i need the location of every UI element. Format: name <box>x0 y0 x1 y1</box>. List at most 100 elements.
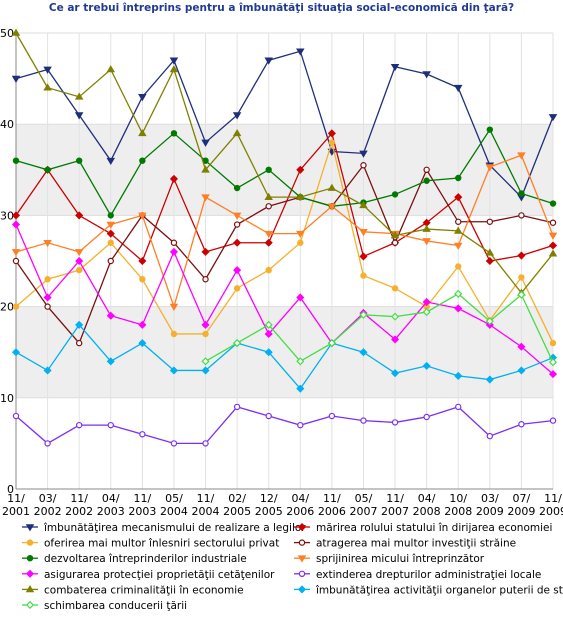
data-point <box>106 221 116 229</box>
data-point <box>25 585 35 593</box>
data-point <box>264 238 273 247</box>
data-point <box>201 247 210 256</box>
data-point <box>25 524 35 532</box>
data-point <box>26 539 34 546</box>
data-point <box>327 203 337 211</box>
data-point <box>106 311 115 320</box>
data-point <box>327 129 336 138</box>
data-point <box>233 285 241 292</box>
data-point <box>485 164 495 172</box>
data-point <box>549 219 557 226</box>
data-point <box>12 157 20 164</box>
data-point <box>359 200 368 209</box>
data-point <box>26 555 34 562</box>
series-line <box>15 50 554 199</box>
data-point <box>170 330 178 338</box>
y-tick-label: 20 <box>0 301 14 314</box>
data-point <box>485 256 494 266</box>
data-point <box>232 212 242 220</box>
data-point <box>391 335 400 344</box>
y-tick-label: 30 <box>0 209 14 222</box>
data-point <box>169 247 178 256</box>
data-point <box>360 417 367 424</box>
data-point <box>44 166 51 173</box>
data-point <box>422 71 431 79</box>
data-point <box>201 165 210 173</box>
data-point <box>138 94 147 102</box>
y-tick-label: 40 <box>0 118 14 131</box>
series-line <box>15 154 554 309</box>
data-point <box>170 130 178 137</box>
y-tick-label: 50 <box>0 27 14 40</box>
legend-label: combaterea criminalităţii în economie <box>44 584 244 596</box>
data-point <box>233 266 242 275</box>
data-point <box>264 57 273 65</box>
data-point <box>12 303 20 310</box>
data-point <box>486 126 494 133</box>
data-point <box>138 320 147 329</box>
data-point <box>391 312 400 321</box>
data-point <box>517 152 526 160</box>
legend-label: atragerea mai multor investiţii străine <box>316 538 516 550</box>
data-point <box>25 600 35 610</box>
data-point <box>423 177 430 184</box>
data-point <box>264 320 273 329</box>
data-point <box>170 239 178 246</box>
data-point <box>75 266 83 274</box>
data-point <box>454 193 463 202</box>
data-point <box>12 257 20 265</box>
data-point <box>201 320 210 329</box>
data-point <box>485 248 495 256</box>
data-point <box>202 330 209 338</box>
data-point <box>548 241 558 250</box>
chart-title: Ce ar trebui întreprins pentru a îmbunăt… <box>48 2 515 14</box>
data-point <box>297 555 307 563</box>
data-point <box>201 194 210 202</box>
data-point <box>485 317 494 326</box>
data-point <box>453 226 463 234</box>
data-point <box>74 249 84 257</box>
x-tick-label: 05/2007 <box>349 492 377 518</box>
data-point <box>518 274 525 281</box>
x-tick-label: 04/2003 <box>97 492 125 518</box>
data-point <box>265 166 272 173</box>
x-tick-label: 11/2001 <box>2 492 30 518</box>
series-line <box>15 406 554 445</box>
data-point <box>139 157 146 164</box>
data-point <box>391 285 399 292</box>
data-point <box>202 440 209 447</box>
data-point <box>454 289 463 298</box>
data-point <box>517 366 526 375</box>
legend-label: dezvoltarea întreprinderilor industriale <box>44 553 247 565</box>
data-point <box>298 570 306 578</box>
data-point <box>106 357 115 366</box>
data-point <box>75 421 83 429</box>
x-tick-label: 11/2003 <box>128 492 156 518</box>
data-point <box>233 238 242 247</box>
data-point <box>297 522 307 532</box>
x-tick-label: 11/2004 <box>192 492 220 518</box>
data-point <box>296 384 305 393</box>
data-point <box>548 249 558 257</box>
data-point <box>201 139 210 147</box>
data-point <box>169 174 178 183</box>
data-point <box>138 212 147 220</box>
series-line <box>15 323 554 390</box>
data-point <box>264 348 273 357</box>
data-point <box>453 84 463 93</box>
data-point <box>169 303 179 311</box>
data-point <box>44 303 51 310</box>
x-tick-label: 11/2006 <box>318 492 346 518</box>
data-point <box>455 218 462 225</box>
legend-label: îmbunătăţirea activităţii organelor pute… <box>315 584 563 596</box>
legend-label: asigurarea protecţiei proprietăţii cetăţ… <box>44 569 275 581</box>
data-point <box>359 310 368 319</box>
data-point <box>106 229 115 238</box>
legend-label: extinderea drepturilor administraţiei lo… <box>316 569 541 581</box>
data-point <box>549 417 557 424</box>
data-point <box>265 203 272 210</box>
data-point <box>548 232 558 240</box>
x-tick-label: 10/2008 <box>444 492 472 518</box>
data-point <box>422 308 431 317</box>
legend-label: îmbunătăţirea mecanismului de realizare … <box>43 522 306 534</box>
